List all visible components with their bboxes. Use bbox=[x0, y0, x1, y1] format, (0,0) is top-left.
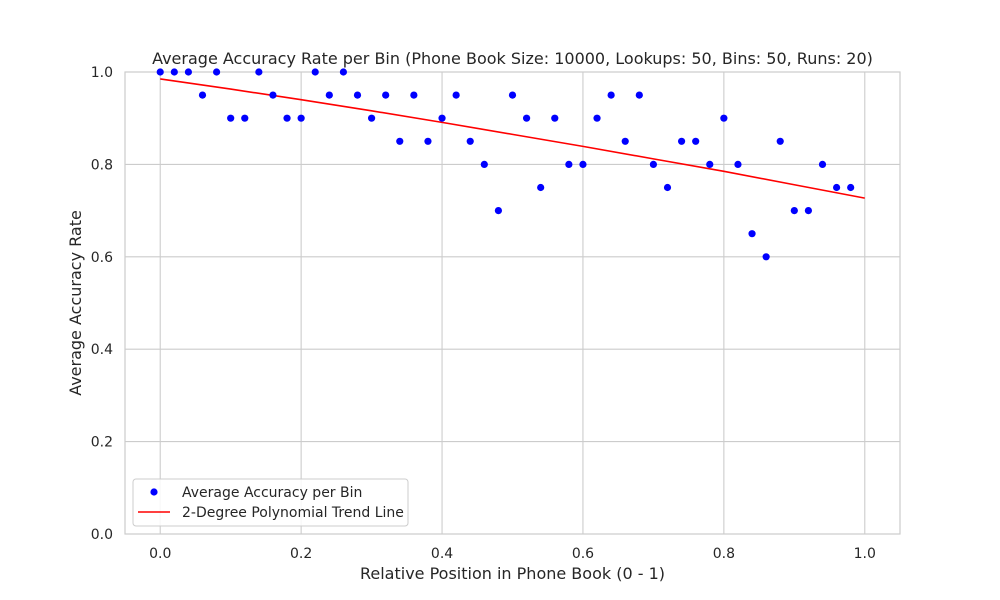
scatter-point bbox=[579, 160, 587, 168]
scatter-point bbox=[790, 207, 798, 215]
scatter-point bbox=[537, 183, 545, 192]
scatter-point bbox=[466, 137, 474, 145]
scatter-point bbox=[522, 114, 531, 122]
scatter-point bbox=[184, 68, 193, 76]
scatter-point bbox=[269, 91, 277, 99]
scatter-point bbox=[649, 160, 658, 168]
scatter-point bbox=[241, 114, 249, 122]
scatter-point bbox=[677, 137, 686, 145]
scatter-point bbox=[452, 91, 460, 99]
scatter-point bbox=[325, 91, 333, 99]
scatter-point bbox=[832, 183, 841, 192]
scatter-point bbox=[635, 91, 643, 99]
scatter-point bbox=[297, 114, 305, 122]
legend: Average Accuracy per Bin 2-Degree Polyno… bbox=[132, 478, 409, 527]
x-tick-label: 0.6 bbox=[572, 546, 594, 562]
scatter-point bbox=[706, 160, 714, 168]
scatter-point bbox=[311, 68, 319, 76]
scatter-point bbox=[339, 68, 348, 76]
y-tick-label: 1.0 bbox=[91, 65, 113, 81]
legend-label-line: 2-Degree Polynomial Trend Line bbox=[182, 505, 404, 521]
scatter-point bbox=[663, 183, 672, 192]
scatter-point bbox=[410, 91, 418, 99]
scatter-point bbox=[593, 114, 601, 122]
scatter-points bbox=[156, 68, 855, 261]
scatter-point bbox=[818, 160, 827, 168]
legend-label-scatter: Average Accuracy per Bin bbox=[182, 485, 362, 501]
trend-line bbox=[160, 78, 865, 199]
scatter-point bbox=[353, 91, 362, 99]
scatter-point bbox=[424, 137, 432, 145]
scatter-point bbox=[748, 230, 756, 238]
y-tick-label: 0.4 bbox=[91, 342, 113, 358]
scatter-point bbox=[804, 207, 813, 215]
x-tick-label: 1.0 bbox=[854, 546, 876, 562]
scatter-point bbox=[607, 91, 615, 99]
scatter-point bbox=[565, 160, 573, 168]
scatter-point bbox=[170, 68, 178, 76]
y-tick-label: 0.6 bbox=[91, 250, 113, 266]
x-tick-labels: 0.0 0.2 0.4 0.6 0.8 1.0 bbox=[149, 546, 876, 562]
x-tick-label: 0.4 bbox=[431, 546, 453, 562]
scatter-point bbox=[396, 137, 404, 145]
scatter-point bbox=[227, 114, 235, 122]
scatter-point bbox=[438, 114, 446, 122]
scatter-point bbox=[692, 137, 700, 145]
scatter-point bbox=[508, 91, 517, 99]
x-axis-label: Relative Position in Phone Book (0 - 1) bbox=[360, 564, 665, 583]
trend-line-layer bbox=[160, 78, 865, 199]
scatter-point bbox=[734, 160, 742, 168]
legend-marker-scatter bbox=[150, 488, 158, 496]
y-tick-label: 0.0 bbox=[91, 527, 113, 543]
x-tick-label: 0.2 bbox=[290, 546, 312, 562]
scatter-point bbox=[198, 91, 207, 99]
scatter-point bbox=[367, 114, 376, 122]
y-axis-label: Average Accuracy Rate bbox=[66, 210, 85, 396]
scatter-point bbox=[480, 160, 488, 168]
scatter-point bbox=[551, 114, 559, 122]
scatter-point bbox=[762, 253, 770, 261]
x-tick-label: 0.0 bbox=[149, 546, 171, 562]
scatter-point bbox=[382, 91, 390, 99]
scatter-point bbox=[212, 68, 221, 76]
plot-area bbox=[125, 72, 900, 534]
x-tick-label: 0.8 bbox=[713, 546, 735, 562]
scatter-point bbox=[621, 137, 629, 145]
y-tick-labels: 0.0 0.2 0.4 0.6 0.8 1.0 bbox=[91, 65, 113, 543]
legend-box bbox=[132, 478, 409, 527]
chart-title: Average Accuracy Rate per Bin (Phone Boo… bbox=[152, 49, 873, 68]
scatter-point bbox=[776, 137, 784, 145]
plot-frame bbox=[124, 71, 901, 535]
scatter-point bbox=[494, 207, 503, 215]
scatter-point bbox=[847, 183, 855, 192]
y-tick-label: 0.8 bbox=[91, 157, 113, 173]
scatter-point bbox=[720, 114, 728, 122]
scatter-point bbox=[156, 68, 164, 76]
scatter-point bbox=[283, 114, 291, 122]
scatter-point bbox=[255, 68, 263, 76]
y-tick-label: 0.2 bbox=[91, 435, 113, 451]
